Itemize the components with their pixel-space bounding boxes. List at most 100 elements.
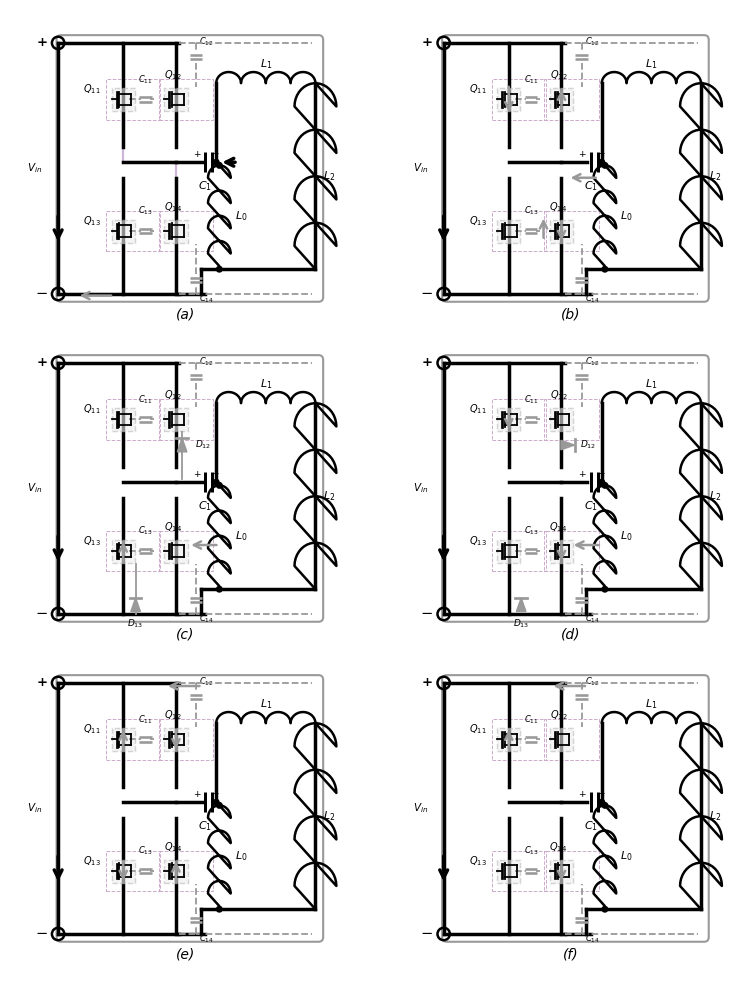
FancyBboxPatch shape bbox=[164, 88, 187, 111]
Circle shape bbox=[213, 159, 219, 165]
Text: (c): (c) bbox=[176, 628, 194, 642]
Text: $C_{11}$: $C_{11}$ bbox=[524, 73, 538, 86]
FancyBboxPatch shape bbox=[550, 88, 573, 111]
Text: $Q_{13}$: $Q_{13}$ bbox=[469, 534, 487, 548]
FancyBboxPatch shape bbox=[550, 860, 573, 883]
Text: $Q_{14}$: $Q_{14}$ bbox=[550, 840, 567, 854]
Text: +: + bbox=[578, 470, 586, 479]
Text: $C_{13}$: $C_{13}$ bbox=[138, 205, 153, 217]
Polygon shape bbox=[561, 440, 575, 450]
Text: $C_{11}$: $C_{11}$ bbox=[524, 393, 538, 406]
Text: $Q_{11}$: $Q_{11}$ bbox=[469, 723, 487, 736]
Text: $L_2$: $L_2$ bbox=[708, 169, 721, 183]
FancyBboxPatch shape bbox=[550, 408, 573, 431]
Circle shape bbox=[213, 479, 219, 485]
FancyBboxPatch shape bbox=[164, 220, 187, 243]
Text: $C_{12}$: $C_{12}$ bbox=[584, 675, 600, 688]
Text: $Q_{11}$: $Q_{11}$ bbox=[83, 83, 101, 96]
Text: $Q_{13}$: $Q_{13}$ bbox=[83, 854, 101, 868]
Text: $L_2$: $L_2$ bbox=[323, 489, 336, 503]
Text: $Q_{14}$: $Q_{14}$ bbox=[550, 520, 567, 534]
FancyBboxPatch shape bbox=[497, 88, 520, 111]
Text: $C_{12}$: $C_{12}$ bbox=[199, 675, 214, 688]
FancyBboxPatch shape bbox=[550, 540, 573, 563]
Text: −: − bbox=[35, 926, 48, 942]
Text: $Q_{13}$: $Q_{13}$ bbox=[469, 854, 487, 868]
Text: $C_{12}$: $C_{12}$ bbox=[199, 35, 214, 48]
Text: $C_1$: $C_1$ bbox=[198, 179, 212, 193]
Text: +: + bbox=[578, 790, 586, 799]
FancyBboxPatch shape bbox=[111, 88, 135, 111]
Text: +: + bbox=[578, 150, 586, 159]
Text: +: + bbox=[422, 676, 433, 689]
Circle shape bbox=[216, 266, 222, 272]
FancyBboxPatch shape bbox=[497, 408, 520, 431]
Text: $C_{13}$: $C_{13}$ bbox=[524, 205, 538, 217]
Text: $L_0$: $L_0$ bbox=[621, 209, 633, 223]
Text: $Q_{13}$: $Q_{13}$ bbox=[83, 214, 101, 228]
Circle shape bbox=[602, 906, 608, 912]
FancyBboxPatch shape bbox=[497, 728, 520, 751]
Text: $C_1$: $C_1$ bbox=[198, 819, 212, 833]
Text: −: − bbox=[596, 149, 606, 159]
Text: $C_{11}$: $C_{11}$ bbox=[138, 73, 153, 86]
Text: $C_{14}$: $C_{14}$ bbox=[199, 612, 214, 625]
Text: −: − bbox=[420, 606, 433, 621]
FancyBboxPatch shape bbox=[111, 408, 135, 431]
Text: $L_1$: $L_1$ bbox=[645, 57, 658, 71]
Text: $V_{in}$: $V_{in}$ bbox=[27, 162, 42, 175]
Polygon shape bbox=[178, 438, 187, 452]
Text: $L_0$: $L_0$ bbox=[235, 529, 247, 543]
Text: $L_1$: $L_1$ bbox=[259, 377, 272, 391]
Text: $Q_{11}$: $Q_{11}$ bbox=[83, 403, 101, 416]
Text: $L_0$: $L_0$ bbox=[235, 849, 247, 863]
Text: −: − bbox=[211, 789, 220, 799]
FancyBboxPatch shape bbox=[550, 220, 573, 243]
Text: $Q_{12}$: $Q_{12}$ bbox=[550, 709, 567, 722]
FancyBboxPatch shape bbox=[497, 860, 520, 883]
Text: $Q_{14}$: $Q_{14}$ bbox=[164, 840, 181, 854]
Circle shape bbox=[216, 906, 222, 912]
Text: $C_1$: $C_1$ bbox=[584, 499, 598, 513]
Text: −: − bbox=[420, 926, 433, 942]
Text: $Q_{13}$: $Q_{13}$ bbox=[469, 214, 487, 228]
Text: $Q_{14}$: $Q_{14}$ bbox=[550, 200, 567, 214]
FancyBboxPatch shape bbox=[111, 860, 135, 883]
Text: $Q_{12}$: $Q_{12}$ bbox=[550, 69, 567, 82]
Text: +: + bbox=[36, 676, 48, 689]
Text: +: + bbox=[36, 356, 48, 369]
FancyBboxPatch shape bbox=[111, 220, 135, 243]
FancyBboxPatch shape bbox=[497, 540, 520, 563]
Text: −: − bbox=[211, 469, 220, 479]
Circle shape bbox=[602, 266, 608, 272]
Text: $C_{14}$: $C_{14}$ bbox=[199, 932, 214, 945]
Text: $V_{in}$: $V_{in}$ bbox=[413, 482, 428, 495]
FancyBboxPatch shape bbox=[550, 728, 573, 751]
Text: $L_2$: $L_2$ bbox=[708, 489, 721, 503]
Text: $Q_{14}$: $Q_{14}$ bbox=[164, 520, 181, 534]
Text: +: + bbox=[193, 790, 200, 799]
Text: $L_0$: $L_0$ bbox=[621, 849, 633, 863]
Text: $V_{in}$: $V_{in}$ bbox=[27, 482, 42, 495]
Text: $C_{11}$: $C_{11}$ bbox=[524, 713, 538, 726]
Text: $Q_{12}$: $Q_{12}$ bbox=[164, 389, 181, 402]
Text: $C_{12}$: $C_{12}$ bbox=[584, 355, 600, 368]
Text: $L_1$: $L_1$ bbox=[259, 697, 272, 711]
Text: (d): (d) bbox=[561, 628, 581, 642]
Text: −: − bbox=[35, 286, 48, 302]
Text: $C_{13}$: $C_{13}$ bbox=[138, 525, 153, 537]
Circle shape bbox=[216, 586, 222, 592]
Text: $L_2$: $L_2$ bbox=[323, 169, 336, 183]
Text: +: + bbox=[193, 470, 200, 479]
Text: $Q_{12}$: $Q_{12}$ bbox=[164, 709, 181, 722]
Text: (a): (a) bbox=[175, 308, 195, 322]
Text: $Q_{13}$: $Q_{13}$ bbox=[83, 534, 101, 548]
Text: $C_{12}$: $C_{12}$ bbox=[584, 35, 600, 48]
Text: $C_1$: $C_1$ bbox=[198, 499, 212, 513]
Text: +: + bbox=[36, 36, 48, 49]
Text: $Q_{12}$: $Q_{12}$ bbox=[164, 69, 181, 82]
Text: $L_1$: $L_1$ bbox=[645, 377, 658, 391]
Text: −: − bbox=[420, 286, 433, 302]
Text: $C_1$: $C_1$ bbox=[584, 819, 598, 833]
Text: $C_{14}$: $C_{14}$ bbox=[199, 292, 214, 305]
